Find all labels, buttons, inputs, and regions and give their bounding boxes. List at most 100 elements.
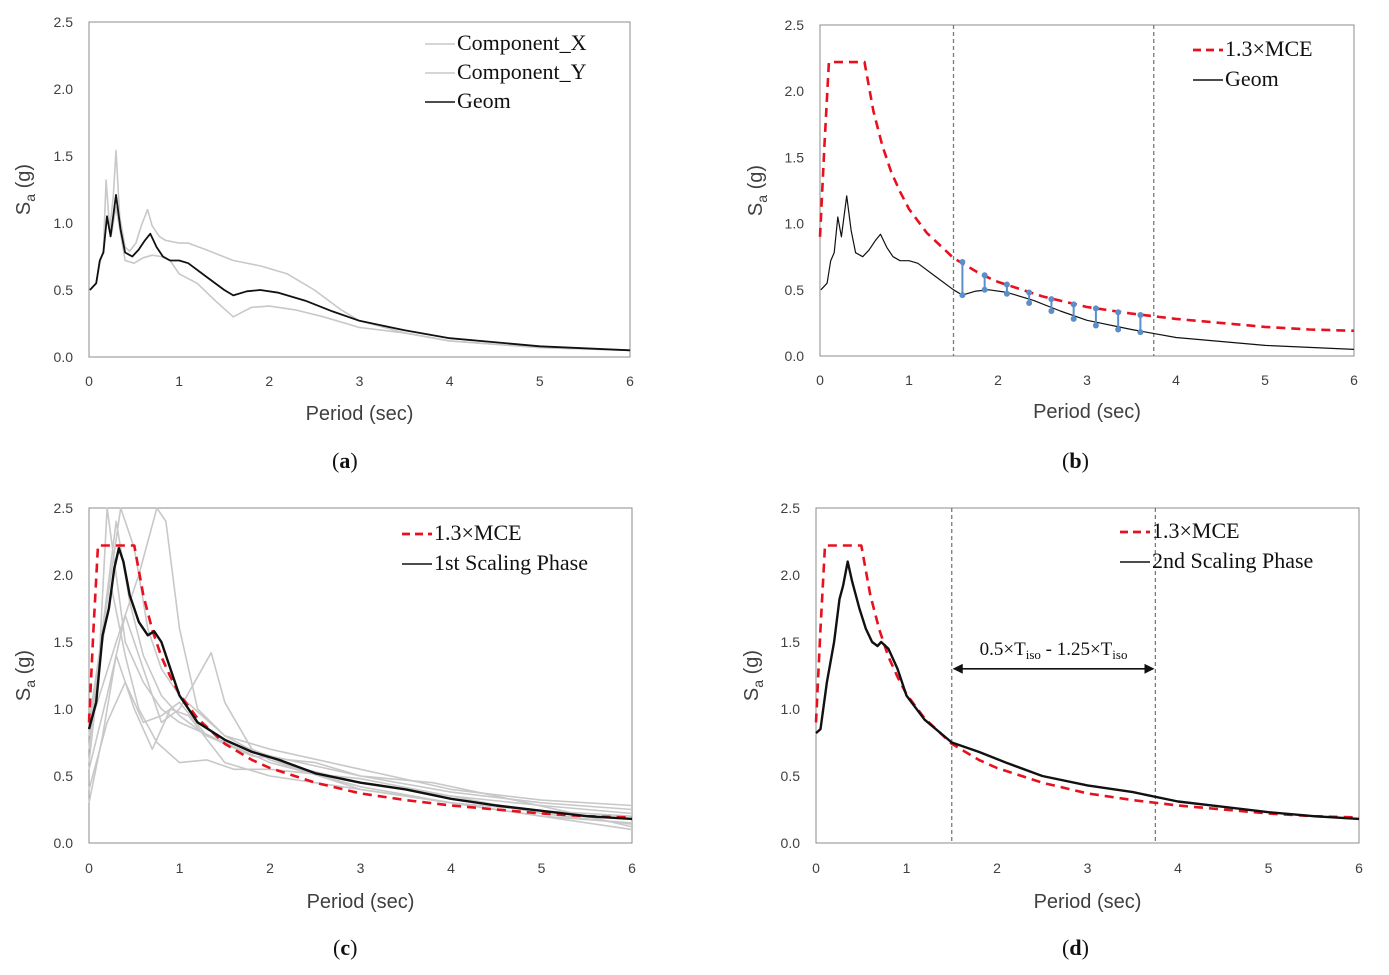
scaling-point-high bbox=[1092, 305, 1099, 312]
panel-label: (b) bbox=[1062, 448, 1089, 473]
x-tick-label: 4 bbox=[446, 373, 454, 389]
scaling-point-high bbox=[1026, 289, 1033, 296]
panel-label: (a) bbox=[332, 448, 358, 473]
x-tick-label: 4 bbox=[1174, 860, 1182, 876]
y-axis-title: Sa (g) bbox=[13, 164, 38, 215]
x-axis-title: Period (sec) bbox=[306, 403, 414, 425]
y-tick-label: 0.5 bbox=[54, 282, 74, 298]
legend-label: 2nd Scaling Phase bbox=[1152, 548, 1313, 573]
range-annotation: 0.5×Tiso - 1.25×Tiso bbox=[980, 639, 1128, 662]
legend-label: 1.3×MCE bbox=[1225, 36, 1313, 61]
scaling-point-low bbox=[1048, 307, 1055, 314]
x-tick-label: 2 bbox=[993, 860, 1001, 876]
series-geom bbox=[820, 195, 1355, 350]
x-tick-label: 3 bbox=[1083, 372, 1091, 388]
series-record-6 bbox=[88, 614, 633, 815]
y-tick-label: 0.5 bbox=[785, 282, 805, 298]
y-tick-label: 0.0 bbox=[54, 349, 74, 365]
y-tick-label: 1.0 bbox=[781, 701, 801, 717]
panel-label: (d) bbox=[1062, 935, 1089, 960]
x-tick-label: 1 bbox=[903, 860, 911, 876]
panel-c: 0.0 0.5 1.0 1.5 2.0 2.5 0 1 2 3 4 5 6 Period (sec) Sa … bbox=[13, 500, 636, 960]
y-tick-label: 2.0 bbox=[54, 81, 74, 97]
x-tick-label: 5 bbox=[1261, 372, 1269, 388]
x-tick-label: 0 bbox=[816, 372, 824, 388]
legend-label: Geom bbox=[1225, 66, 1279, 91]
legend-label: Geom bbox=[457, 88, 511, 113]
series-1-3-mce bbox=[818, 60, 1355, 333]
panel-d: 0.0 0.5 1.0 1.5 2.0 2.5 0 1 2 3 4 5 6 Period (sec) Sa … bbox=[741, 500, 1363, 960]
x-tick-label: 6 bbox=[626, 373, 634, 389]
legend-label: Component_X bbox=[457, 30, 587, 55]
y-tick-label: 2.0 bbox=[781, 567, 801, 583]
panel-label: (c) bbox=[333, 935, 357, 960]
scaling-point-low bbox=[1092, 322, 1099, 329]
y-tick-label: 2.5 bbox=[785, 17, 805, 33]
x-axis-title: Period (sec) bbox=[307, 891, 415, 913]
y-tick-label: 0.0 bbox=[785, 348, 805, 364]
legend-label: 1st Scaling Phase bbox=[434, 550, 588, 575]
legend-label: Component_Y bbox=[457, 59, 587, 84]
series-geom bbox=[89, 194, 631, 352]
y-tick-label: 2.0 bbox=[54, 567, 74, 583]
series-record-2 bbox=[88, 520, 633, 811]
x-tick-label: 0 bbox=[85, 860, 93, 876]
y-tick-label: 1.0 bbox=[785, 216, 805, 232]
series-1st-scaling-phase bbox=[87, 547, 633, 821]
x-tick-label: 6 bbox=[628, 860, 636, 876]
y-axis-title: Sa (g) bbox=[741, 650, 766, 701]
x-tick-label: 0 bbox=[85, 373, 93, 389]
y-tick-label: 1.5 bbox=[54, 634, 74, 650]
scaling-point-low bbox=[1115, 326, 1122, 333]
x-tick-label: 1 bbox=[905, 372, 913, 388]
legend-label: 1.3×MCE bbox=[1152, 518, 1240, 543]
x-tick-label: 2 bbox=[265, 373, 273, 389]
x-tick-label: 5 bbox=[538, 860, 546, 876]
plot-frame bbox=[819, 24, 1355, 357]
y-tick-label: 0.5 bbox=[781, 768, 801, 784]
y-tick-label: 2.5 bbox=[781, 500, 801, 516]
x-tick-label: 3 bbox=[356, 373, 364, 389]
x-tick-label: 5 bbox=[536, 373, 544, 389]
x-tick-label: 6 bbox=[1355, 860, 1363, 876]
plot-frame bbox=[88, 21, 631, 358]
y-tick-label: 1.0 bbox=[54, 701, 74, 717]
scaling-point-low bbox=[1003, 290, 1010, 297]
y-tick-label: 2.5 bbox=[54, 500, 74, 516]
x-tick-label: 4 bbox=[447, 860, 455, 876]
y-tick-label: 2.5 bbox=[54, 14, 74, 30]
scaling-point-high bbox=[981, 272, 988, 279]
y-tick-label: 0.0 bbox=[54, 835, 74, 851]
scaling-point-high bbox=[1115, 309, 1122, 316]
y-axis-title: Sa (g) bbox=[13, 650, 38, 701]
scaling-point-low bbox=[959, 292, 966, 299]
scaling-point-high bbox=[1003, 281, 1010, 288]
series-1-3-mce bbox=[87, 544, 633, 819]
scaling-point-high bbox=[1048, 296, 1055, 303]
scaling-point-high bbox=[1070, 301, 1077, 308]
x-tick-label: 6 bbox=[1350, 372, 1358, 388]
x-tick-label: 0 bbox=[812, 860, 820, 876]
x-tick-label: 2 bbox=[266, 860, 274, 876]
plot-frame bbox=[88, 507, 633, 844]
x-tick-label: 2 bbox=[994, 372, 1002, 388]
series-1-3-mce bbox=[814, 544, 1360, 819]
x-tick-label: 1 bbox=[176, 860, 184, 876]
plot-frame bbox=[815, 507, 1360, 844]
y-axis-title: Sa (g) bbox=[745, 165, 770, 216]
y-tick-label: 2.0 bbox=[785, 83, 805, 99]
x-tick-label: 3 bbox=[357, 860, 365, 876]
x-tick-label: 3 bbox=[1084, 860, 1092, 876]
scaling-point-low bbox=[1070, 315, 1077, 322]
panel-a: 0.0 0.5 1.0 1.5 2.0 2.5 0 1 2 3 4 5 6 Period (sec) Sa … bbox=[13, 14, 634, 473]
y-tick-label: 1.0 bbox=[54, 215, 74, 231]
x-tick-label: 4 bbox=[1172, 372, 1180, 388]
scaling-point-high bbox=[959, 258, 966, 265]
y-tick-label: 0.0 bbox=[781, 835, 801, 851]
x-tick-label: 5 bbox=[1265, 860, 1273, 876]
y-tick-label: 1.5 bbox=[54, 148, 74, 164]
series-component-y bbox=[89, 206, 631, 352]
y-tick-label: 0.5 bbox=[54, 768, 74, 784]
y-tick-label: 1.5 bbox=[785, 149, 805, 165]
